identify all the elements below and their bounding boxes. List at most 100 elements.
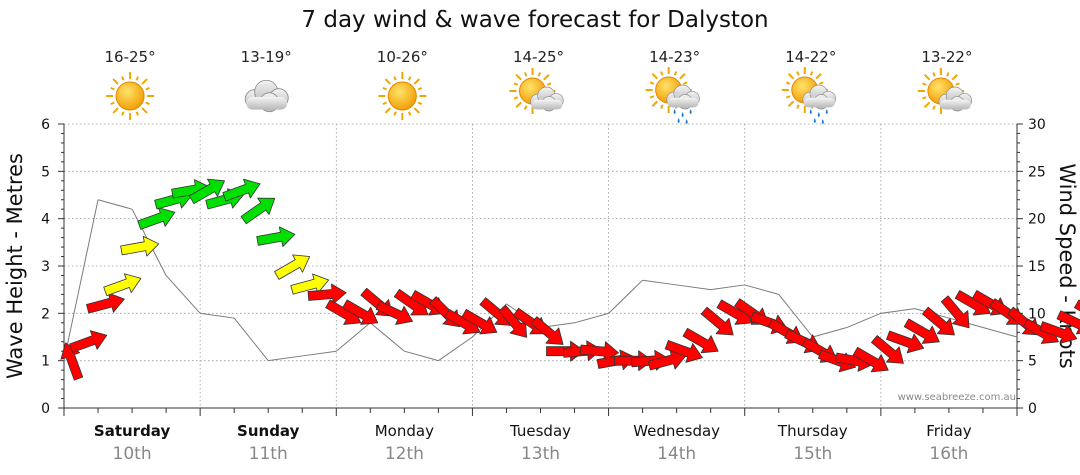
y-tick-label-left: 5	[41, 164, 50, 180]
cloud-base	[246, 97, 288, 110]
wind-arrow	[274, 254, 311, 280]
day-name-label: Wednesday	[633, 422, 720, 440]
sun-ray	[523, 105, 528, 110]
sun-disc	[115, 81, 145, 111]
y-tick-label-right: 5	[1028, 354, 1037, 370]
y-tick-label-right: 25	[1028, 164, 1046, 180]
wave-line-segment	[608, 279, 643, 314]
wind-arrow	[222, 178, 261, 202]
sun-ray	[135, 76, 140, 81]
sun-ray	[141, 107, 148, 114]
sun-ray	[382, 87, 388, 91]
wind-arrow	[498, 304, 528, 338]
rain-drop	[817, 112, 820, 117]
wave-line-segment	[97, 199, 133, 210]
wind-arrow	[700, 306, 734, 336]
cloud-icon	[802, 84, 836, 110]
wave-line-segment	[233, 317, 269, 361]
sun-ray	[649, 95, 655, 99]
sun-ray	[523, 72, 528, 77]
wind-arrow	[903, 318, 940, 344]
rain-icon	[809, 109, 828, 124]
sun-ray	[407, 76, 412, 81]
day-date-label: 14th	[657, 444, 696, 464]
sun-ray	[809, 71, 814, 76]
rain-icon	[673, 109, 692, 124]
sun-ray	[121, 111, 125, 116]
y-axis-label-left: Wave Height - Metres	[3, 153, 27, 379]
wave-line-segment	[370, 322, 405, 352]
wind-arrow	[240, 197, 276, 225]
temp-range-label: 13-19°	[241, 48, 292, 66]
wave-line-segment	[404, 350, 439, 362]
y-tick-label-right: 20	[1028, 212, 1046, 228]
sun-ray	[673, 71, 678, 76]
day-date-label: 10th	[113, 444, 152, 464]
wind-arrow	[103, 273, 142, 297]
sun-ray	[546, 82, 552, 86]
wave-line-segment	[302, 350, 337, 357]
wind-arrow	[307, 283, 347, 305]
wind-arrow	[886, 330, 925, 354]
y-tick-label-right: 15	[1028, 259, 1046, 275]
wave-line-segment	[778, 294, 814, 338]
sun-ray	[649, 81, 655, 85]
wind-arrow	[682, 327, 719, 354]
wind-arrow	[922, 306, 955, 336]
cloud-base	[667, 97, 699, 108]
sun-ray	[515, 74, 522, 81]
wind-arrow	[188, 178, 225, 205]
rain-drop	[677, 118, 680, 123]
cloud-base	[531, 99, 563, 110]
sun-ray	[815, 73, 822, 80]
day-name-label: Thursday	[777, 422, 848, 440]
sun-ray	[923, 74, 931, 81]
y-tick-label-left: 2	[41, 306, 50, 322]
sun-icon	[378, 72, 427, 120]
wave-line-segment	[676, 284, 711, 291]
sun-ray	[932, 72, 936, 77]
wave-line-segment	[165, 275, 201, 314]
y-tick-label-left: 0	[41, 401, 50, 417]
sun-ray	[112, 78, 119, 85]
sun-ray	[121, 76, 125, 81]
sun-ray	[145, 87, 150, 91]
sun-ray	[819, 81, 824, 85]
wind-arrow	[137, 207, 176, 230]
temp-range-label: 14-22°	[785, 48, 836, 66]
sun-ray	[417, 101, 423, 105]
temp-range-label: 16-25°	[105, 48, 156, 66]
sun-ray	[382, 101, 388, 105]
sun-ray	[407, 111, 412, 116]
wind-arrow-series	[60, 178, 1080, 381]
y-tick-label-left: 3	[41, 259, 50, 275]
wave-height-series	[63, 199, 1018, 362]
wind-arrow	[461, 309, 498, 335]
sun-cloud-icon	[917, 68, 973, 114]
wind-arrow	[852, 346, 889, 373]
sun-ray	[787, 100, 795, 107]
rain-drop	[821, 119, 824, 124]
sun-ray	[393, 111, 397, 116]
sun-rain-icon	[781, 67, 836, 124]
wind-arrow	[664, 340, 703, 363]
wind-arrow	[375, 300, 413, 325]
sun-ray	[796, 104, 800, 109]
sun-ray	[110, 101, 115, 105]
y-tick-label-right: 30	[1028, 117, 1046, 133]
rain-drop	[673, 109, 676, 114]
sun-ray	[110, 87, 115, 91]
wave-line-segment	[335, 322, 371, 352]
sun-ray	[135, 111, 140, 116]
sun-ray	[384, 78, 392, 85]
day-date-label: 12th	[385, 444, 424, 464]
wind-arrow	[940, 295, 970, 329]
sun-ray	[683, 81, 688, 85]
sun-ray	[112, 107, 119, 114]
sun-icon	[106, 72, 155, 120]
chart-axes: 0 1 2 3 4 5 6 0 5 10 15 20 25 30	[41, 117, 1046, 417]
sun-ray	[946, 72, 950, 77]
wind-arrow	[86, 292, 125, 314]
sun-ray	[923, 101, 931, 108]
